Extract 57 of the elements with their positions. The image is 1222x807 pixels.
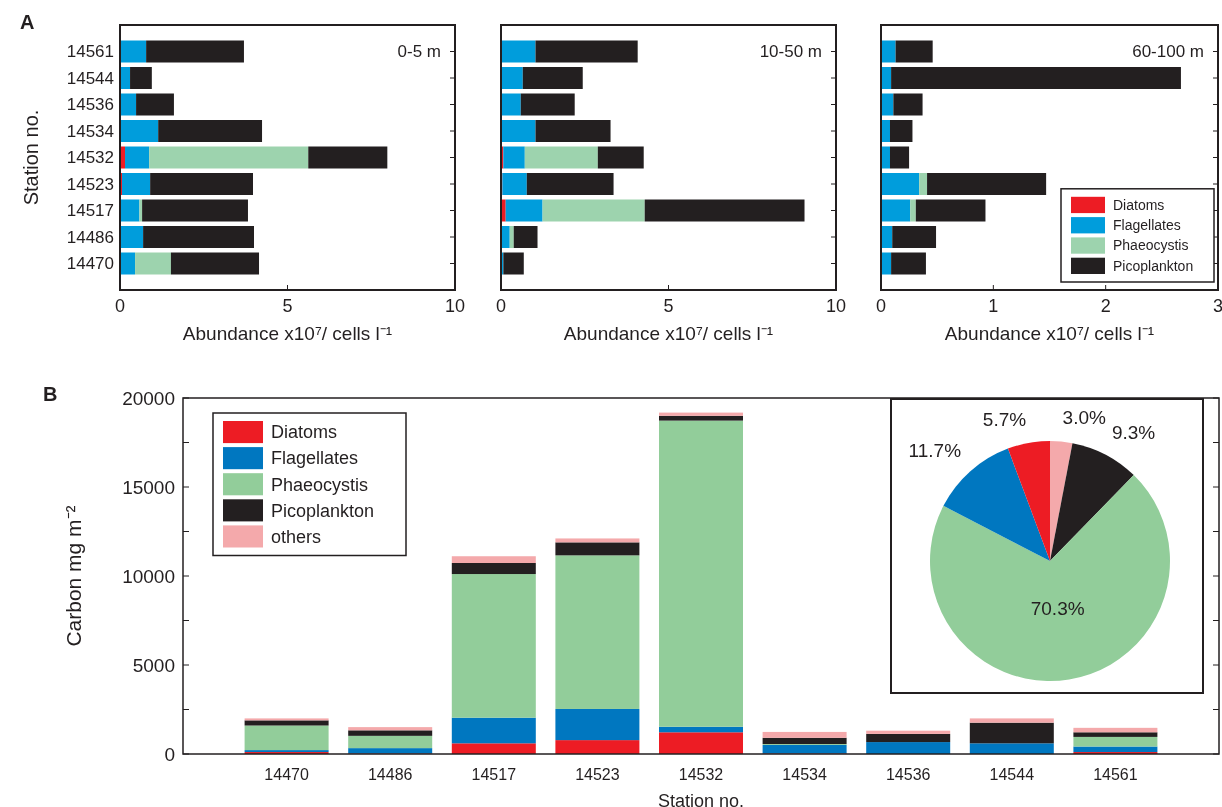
x-tick-label: 14536: [885, 766, 931, 783]
x-tick-label: 14534: [782, 766, 827, 783]
x-tick-label: 3: [1212, 296, 1222, 316]
y-tick-label: 14532: [66, 148, 114, 168]
x-axis-title: Abundance x10⁷/ cells l⁻¹: [182, 323, 393, 344]
x-tick-label: 14544: [989, 766, 1035, 783]
y-tick-label: 14517: [66, 201, 114, 221]
x-tick-label: 10: [825, 296, 847, 316]
data-label: 3.0%: [1062, 407, 1107, 429]
y-tick-label: 14534: [66, 121, 114, 141]
y-tick-label: 20000: [122, 387, 175, 409]
text: 60-100 m: [1132, 41, 1204, 61]
data-label: 11.7%: [908, 440, 962, 462]
x-tick-label: 0: [875, 296, 887, 316]
y-tick-label: 14523: [66, 174, 114, 194]
x-axis-title: Abundance x10⁷/ cells l⁻¹: [944, 323, 1155, 344]
x-tick-label: 14561: [1093, 766, 1138, 783]
y-axis-title: Station no.: [20, 109, 42, 206]
data-label: 9.3%: [1111, 421, 1156, 443]
text: A: [20, 11, 35, 33]
legend-label: Diatoms: [1113, 196, 1165, 213]
text: 0-5 m: [397, 41, 441, 61]
y-tick-label: 0: [164, 743, 175, 765]
y-tick-label: 5000: [132, 654, 175, 676]
y-tick-label: 14470: [66, 254, 114, 274]
legend-label: Flagellates: [271, 448, 359, 469]
legend-label: Picoplankton: [271, 500, 375, 521]
x-tick-label: 14517: [471, 766, 517, 783]
x-tick-label: 14532: [678, 766, 724, 783]
x-axis-title: Station no.: [657, 791, 745, 807]
text: B: [43, 383, 58, 405]
y-tick-label: 15000: [122, 476, 175, 498]
y-tick-label: 14486: [66, 227, 114, 247]
y-tick-label: 10000: [122, 565, 175, 587]
data-label: 5.7%: [982, 408, 1027, 430]
y-tick-label: 14544: [66, 68, 114, 88]
x-tick-label: 0: [495, 296, 507, 316]
x-tick-label: 1: [988, 296, 999, 316]
y-axis-title: Carbon mg m⁻²: [62, 505, 85, 647]
legend-label: Phaeocystis: [1113, 237, 1189, 254]
x-axis-title: Abundance x10⁷/ cells l⁻¹: [563, 323, 774, 344]
x-tick-label: 14470: [264, 766, 309, 783]
x-tick-label: 10: [444, 296, 466, 316]
x-tick-label: 14486: [367, 766, 413, 783]
legend-label: others: [271, 526, 322, 547]
text: 10-50 m: [759, 41, 822, 61]
x-tick-label: 5: [282, 296, 293, 316]
y-tick-label: 14561: [66, 42, 114, 62]
legend-label: Flagellates: [1113, 217, 1181, 234]
legend-label: Diatoms: [271, 422, 338, 443]
x-tick-label: 5: [663, 296, 674, 316]
legend-label: Picoplankton: [1113, 257, 1194, 274]
data-label: 70.3%: [1030, 598, 1085, 620]
y-tick-label: 14536: [66, 95, 114, 115]
legend-label: Phaeocystis: [271, 474, 369, 495]
x-tick-label: 2: [1100, 296, 1111, 316]
x-tick-label: 14523: [575, 766, 620, 783]
